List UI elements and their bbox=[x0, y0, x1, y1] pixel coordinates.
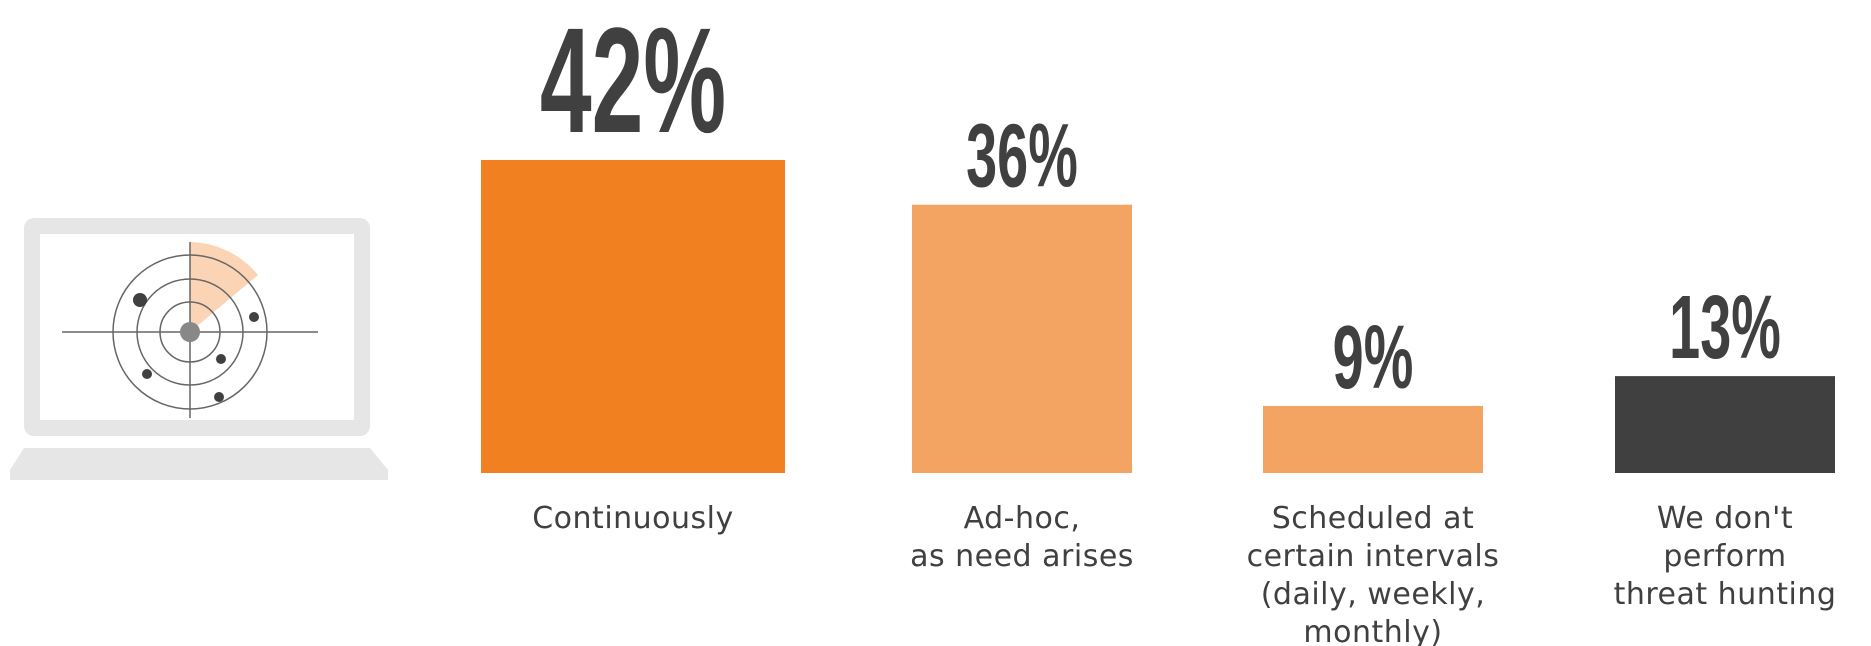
category-label-line: Ad-hoc, bbox=[964, 501, 1081, 536]
value-label-continuously: 42% bbox=[540, 0, 726, 164]
bar-ad-hoc-as-need-arises bbox=[912, 204, 1132, 473]
category-label-line: certain intervals bbox=[1247, 539, 1500, 574]
bar-continuously bbox=[481, 160, 785, 473]
radar-center bbox=[180, 322, 200, 342]
category-label-ad-hoc-as-need-arises: Ad-hoc, as need arises bbox=[910, 501, 1134, 574]
category-label-line: perform bbox=[1663, 539, 1786, 574]
laptop-base bbox=[10, 448, 388, 480]
category-label-line: as need arises bbox=[910, 539, 1134, 574]
category-label-line: monthly) bbox=[1303, 615, 1442, 646]
value-label-we-don-t-perform-threat-hunting: 13% bbox=[1669, 276, 1781, 377]
bar-we-don-t-perform-threat-hunting bbox=[1615, 376, 1835, 473]
bar-scheduled-at-certain-intervals-daily-weekly-monthly bbox=[1263, 405, 1483, 473]
value-label-ad-hoc-as-need-arises: 36% bbox=[966, 105, 1078, 206]
category-label-line: threat hunting bbox=[1614, 577, 1837, 612]
value-label-scheduled-at-certain-intervals-daily-weekly-monthly: 9% bbox=[1333, 306, 1414, 407]
category-label-line: Scheduled at bbox=[1272, 501, 1475, 536]
category-label-line: (daily, weekly, bbox=[1261, 577, 1486, 612]
category-label-line: Continuously bbox=[532, 501, 734, 536]
radar-blips bbox=[133, 293, 259, 402]
category-label-line: We don't bbox=[1657, 501, 1793, 536]
category-label-scheduled-at-certain-intervals-daily-weekly-monthly: Scheduled at certain intervals (daily, wee… bbox=[1247, 501, 1500, 646]
laptop-radar-icon bbox=[10, 218, 388, 480]
radar-sweep bbox=[190, 242, 258, 332]
category-label-we-don-t-perform-threat-hunting: We don't perform threat hunting bbox=[1614, 501, 1837, 612]
category-label-continuously: Continuously bbox=[532, 501, 734, 536]
